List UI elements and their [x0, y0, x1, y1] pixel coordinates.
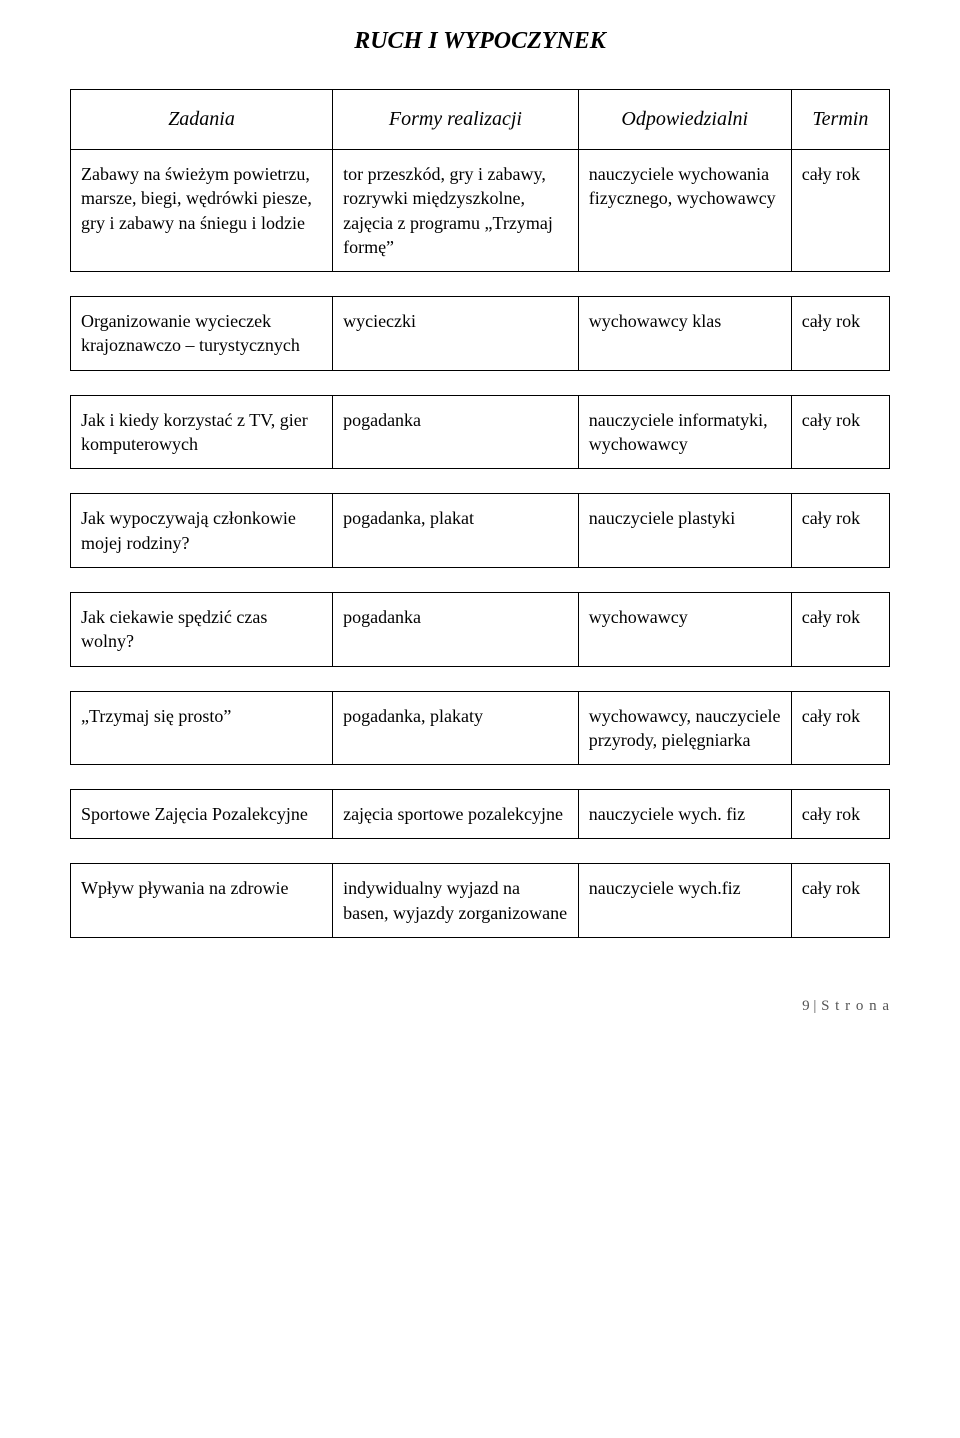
- cell-formy: tor przeszkód, gry i zabawy, rozrywki mi…: [333, 150, 579, 272]
- table-row: Sportowe Zajęcia Pozalekcyjne zajęcia sp…: [71, 790, 890, 839]
- header-and-first-row-table: Zadania Formy realizacji Odpowiedzialni …: [70, 89, 890, 272]
- table-row: Jak i kiedy korzystać z TV, gier kompute…: [71, 395, 890, 469]
- cell-termin: cały rok: [791, 592, 889, 666]
- row-table: Organizowanie wycieczek krajoznawczo – t…: [70, 296, 890, 371]
- row-table: Jak i kiedy korzystać z TV, gier kompute…: [70, 395, 890, 470]
- cell-termin: cały rok: [791, 790, 889, 839]
- row-table: Jak ciekawie spędzić czas wolny? pogadan…: [70, 592, 890, 667]
- cell-zadania: Jak i kiedy korzystać z TV, gier kompute…: [71, 395, 333, 469]
- cell-zadania: Jak wypoczywają członkowie mojej rodziny…: [71, 494, 333, 568]
- cell-zadania: Jak ciekawie spędzić czas wolny?: [71, 592, 333, 666]
- cell-termin: cały rok: [791, 297, 889, 371]
- cell-termin: cały rok: [791, 691, 889, 765]
- cell-odp: wychowawcy klas: [578, 297, 791, 371]
- cell-zadania: Zabawy na świeżym powietrzu, marsze, bie…: [71, 150, 333, 272]
- cell-termin: cały rok: [791, 494, 889, 568]
- table-row: „Trzymaj się prosto” pogadanka, plakaty …: [71, 691, 890, 765]
- cell-formy: pogadanka, plakat: [333, 494, 579, 568]
- cell-formy: pogadanka: [333, 395, 579, 469]
- cell-zadania: Wpływ pływania na zdrowie: [71, 864, 333, 938]
- row-table: Jak wypoczywają członkowie mojej rodziny…: [70, 493, 890, 568]
- col-header-zadania: Zadania: [71, 90, 333, 150]
- page-footer-label: S t r o n a: [821, 998, 890, 1014]
- cell-formy: pogadanka, plakaty: [333, 691, 579, 765]
- col-header-odpowiedzialni: Odpowiedzialni: [578, 90, 791, 150]
- cell-termin: cały rok: [791, 864, 889, 938]
- row-table: Wpływ pływania na zdrowie indywidualny w…: [70, 863, 890, 938]
- cell-odp: nauczyciele wych.fiz: [578, 864, 791, 938]
- cell-odp: nauczyciele wych. fiz: [578, 790, 791, 839]
- table-row: Organizowanie wycieczek krajoznawczo – t…: [71, 297, 890, 371]
- cell-odp: wychowawcy: [578, 592, 791, 666]
- page-footer: 9 | S t r o n a: [70, 998, 890, 1015]
- cell-odp: nauczyciele informatyki, wychowawcy: [578, 395, 791, 469]
- page-title: RUCH I WYPOCZYNEK: [70, 28, 890, 55]
- cell-formy: wycieczki: [333, 297, 579, 371]
- cell-formy: indywidualny wyjazd na basen, wyjazdy zo…: [333, 864, 579, 938]
- table-row: Zabawy na świeżym powietrzu, marsze, bie…: [71, 150, 890, 272]
- cell-formy: zajęcia sportowe pozalekcyjne: [333, 790, 579, 839]
- page-number: 9 |: [802, 998, 816, 1014]
- cell-termin: cały rok: [791, 150, 889, 272]
- cell-termin: cały rok: [791, 395, 889, 469]
- row-table: Sportowe Zajęcia Pozalekcyjne zajęcia sp…: [70, 789, 890, 839]
- table-header-row: Zadania Formy realizacji Odpowiedzialni …: [71, 90, 890, 150]
- cell-zadania: „Trzymaj się prosto”: [71, 691, 333, 765]
- table-row: Jak wypoczywają członkowie mojej rodziny…: [71, 494, 890, 568]
- cell-formy: pogadanka: [333, 592, 579, 666]
- cell-zadania: Organizowanie wycieczek krajoznawczo – t…: [71, 297, 333, 371]
- cell-odp: nauczyciele plastyki: [578, 494, 791, 568]
- table-row: Jak ciekawie spędzić czas wolny? pogadan…: [71, 592, 890, 666]
- row-table: „Trzymaj się prosto” pogadanka, plakaty …: [70, 691, 890, 766]
- col-header-termin: Termin: [791, 90, 889, 150]
- table-row: Wpływ pływania na zdrowie indywidualny w…: [71, 864, 890, 938]
- col-header-formy: Formy realizacji: [333, 90, 579, 150]
- cell-odp: nauczyciele wychowania fizycznego, wycho…: [578, 150, 791, 272]
- cell-zadania: Sportowe Zajęcia Pozalekcyjne: [71, 790, 333, 839]
- cell-odp: wychowawcy, nauczyciele przyrody, pielęg…: [578, 691, 791, 765]
